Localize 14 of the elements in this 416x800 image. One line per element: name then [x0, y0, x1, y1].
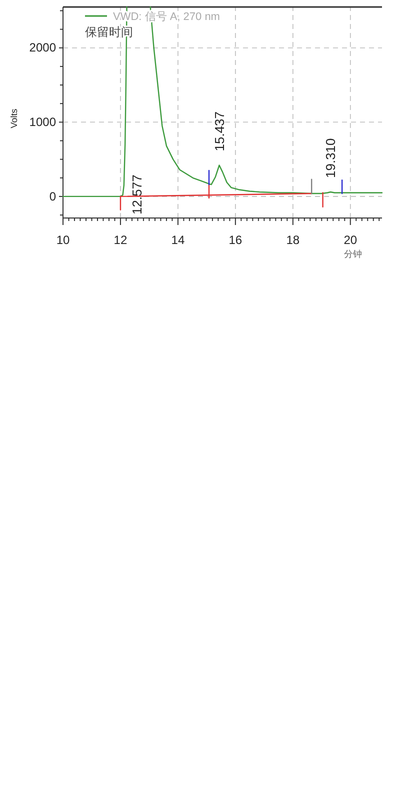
x-tick-label: 14 — [171, 233, 185, 248]
x-tick-label: 18 — [286, 233, 300, 248]
x-tick-label: 12 — [114, 233, 128, 248]
x-tick-label: 20 — [344, 233, 358, 248]
y-axis-title: Volts — [9, 108, 19, 128]
x-axis-title: 分钟 — [344, 249, 362, 259]
y-tick-label: 0 — [49, 189, 56, 204]
y-tick-label: 1000 — [29, 115, 56, 129]
annotation: 12.577 — [130, 174, 145, 214]
annotation: 19.310 — [323, 138, 338, 178]
annotation: 15.437 — [212, 111, 227, 152]
x-tick-label: 16 — [228, 233, 242, 248]
x-tick-label: 10 — [56, 233, 70, 248]
y-tick-label: 2000 — [29, 40, 56, 55]
